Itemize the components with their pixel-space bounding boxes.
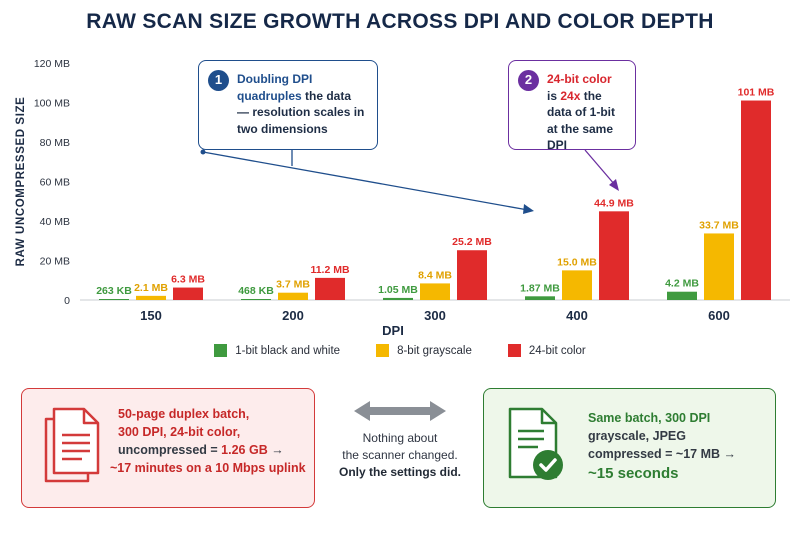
x-tick-label: 600 — [708, 308, 730, 323]
legend-item-8bit: 8-bit grayscale — [376, 344, 472, 357]
y-tick-label: 80 MB — [40, 137, 70, 149]
double-arrow-icon — [354, 401, 446, 421]
data-label: 33.7 MB — [699, 219, 739, 231]
y-tick-label: 100 MB — [34, 98, 70, 110]
callout-color-text-a: is — [547, 88, 561, 103]
bar — [420, 283, 450, 300]
data-label: 44.9 MB — [594, 197, 634, 209]
settings-note-line1: Nothing about — [362, 431, 438, 445]
bar — [99, 299, 129, 300]
box-left-size-value: 1.26 GB — [221, 443, 268, 457]
bar — [136, 295, 166, 300]
box-left-line2: 300 DPI, 24-bit color, — [118, 425, 241, 439]
callout-dpi-arrowhead — [523, 204, 534, 214]
bar — [315, 277, 345, 300]
legend-swatch-1bit — [214, 344, 228, 357]
bar — [704, 233, 734, 300]
bar-chart: 0 20 MB 40 MB 60 MB 80 MB 100 MB 120 MB RAW UNC… — [15, 58, 790, 338]
settings-note-line3: Only the settings did. — [338, 465, 461, 479]
legend-label-8bit: 8-bit grayscale — [397, 344, 472, 357]
bar — [599, 211, 629, 300]
data-label: 11.2 MB — [310, 264, 350, 276]
callout-dpi-pointer-line — [202, 151, 529, 211]
compressed-batch-text: Same batch, 300 DPI grayscale, JPEG comp… — [588, 409, 768, 485]
y-tick-label: 60 MB — [40, 177, 70, 189]
data-label: 101 MB — [738, 87, 775, 99]
data-label: 1.87 MB — [520, 282, 560, 294]
bar — [278, 292, 308, 300]
y-tick-label: 40 MB — [40, 216, 70, 228]
data-label: 15.0 MB — [557, 256, 597, 268]
box-left-line4: ~17 minutes on a 10 Mbps uplink — [110, 461, 306, 475]
data-label: 263 KB — [96, 285, 132, 297]
legend-item-1bit: 1-bit black and white — [214, 344, 340, 357]
callout-color-arrowhead — [609, 179, 619, 191]
callout-dpi: 1 Doubling DPI quadruples the data — res… — [198, 60, 378, 150]
bar — [525, 296, 555, 300]
box-right-line2: grayscale, JPEG — [588, 429, 686, 443]
document-icon — [44, 407, 100, 483]
callout-color-text-b: the data of 1-bit at the same DPI — [547, 88, 615, 153]
box-right-line4: ~15 seconds — [588, 465, 679, 482]
legend-item-24bit: 24-bit color — [507, 344, 586, 357]
uncompressed-batch-box: 50-page duplex batch, 300 DPI, 24-bit co… — [21, 388, 315, 508]
data-label: 1.05 MB — [378, 284, 418, 296]
bar — [741, 100, 771, 301]
box-left-line3-post: → — [267, 443, 284, 457]
bar — [383, 297, 413, 300]
data-label: 25.2 MB — [452, 236, 492, 248]
y-tick-label: 0 — [64, 295, 70, 307]
y-tick-label: 20 MB — [40, 256, 70, 268]
x-tick-label: 200 — [282, 308, 304, 323]
x-tick-label: 150 — [140, 308, 162, 323]
bar — [562, 270, 592, 300]
data-label: 4.2 MB — [665, 278, 699, 290]
data-label: 8.4 MB — [418, 269, 452, 281]
compressed-batch-box: Same batch, 300 DPI grayscale, JPEG comp… — [483, 388, 776, 508]
callout-dpi-text: the data — resolution scales in two dime… — [237, 88, 365, 136]
y-tick-label: 120 MB — [34, 58, 70, 70]
document-check-icon — [508, 407, 563, 480]
bar — [667, 291, 697, 300]
settings-note-line2: the scanner changed. — [342, 448, 458, 462]
callout-number-badge: 2 — [518, 70, 539, 91]
uncompressed-batch-text: 50-page duplex batch, 300 DPI, 24-bit co… — [110, 405, 313, 477]
data-label: 2.1 MB — [134, 282, 168, 294]
callout-dpi-pointer-dot — [200, 149, 206, 155]
legend-label-24bit: 24-bit color — [528, 344, 586, 357]
legend-label-1bit: 1-bit black and white — [235, 344, 341, 357]
box-right-line1: Same batch, 300 DPI — [588, 411, 711, 425]
bar — [173, 287, 203, 300]
chart-legend: 1-bit black and white 8-bit grayscale 24… — [0, 344, 800, 357]
callout-number-badge: 1 — [208, 70, 229, 91]
data-label: 468 KB — [238, 285, 274, 297]
x-tick-label: 400 — [566, 308, 588, 323]
legend-swatch-8bit — [376, 344, 390, 357]
callout-color-pointer-line — [584, 149, 616, 186]
settings-note: Nothing about the scanner changed. Only … — [325, 430, 475, 481]
bar — [241, 299, 271, 300]
callout-color-depth: 2 24-bit color is 24x the data of 1-bit … — [508, 60, 636, 153]
data-label: 6.3 MB — [171, 274, 205, 286]
callout-color-highlight-a: 24-bit color — [547, 72, 612, 86]
box-right-line3: compressed = ~17 MB → — [588, 447, 736, 461]
box-left-line1: 50-page duplex batch, — [118, 407, 250, 421]
box-left-line3: uncompressed = 1.26 GB → — [118, 441, 313, 459]
y-axis-label: RAW UNCOMPRESSED SIZE — [15, 97, 27, 267]
x-tick-label: 300 — [424, 308, 446, 323]
page-title: RAW SCAN SIZE GROWTH ACROSS DPI AND COLO… — [86, 10, 714, 33]
x-axis-label: DPI — [382, 323, 404, 338]
bar — [457, 250, 487, 300]
box-left-line3-pre: uncompressed = — [118, 443, 222, 457]
callout-color-highlight-b: 24x — [560, 88, 581, 103]
callout-dpi-highlight: Doubling DPI quadruples — [237, 72, 313, 103]
data-label: 3.7 MB — [276, 279, 310, 291]
legend-swatch-24bit — [507, 344, 521, 357]
